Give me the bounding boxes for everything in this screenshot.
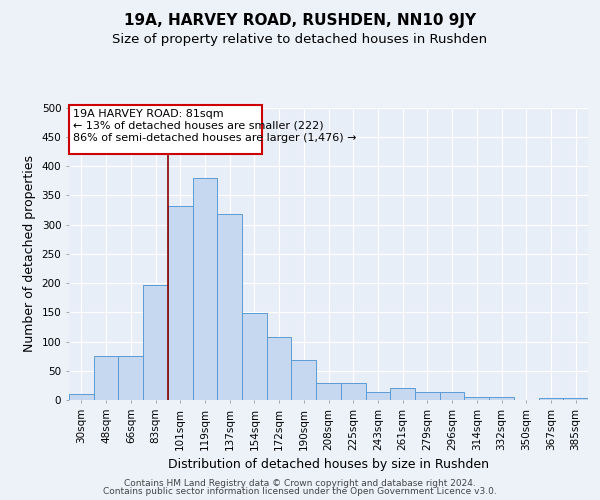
Bar	[539, 398, 563, 400]
Bar	[242, 313, 267, 400]
Bar	[365, 392, 390, 400]
Text: Contains HM Land Registry data © Crown copyright and database right 2024.: Contains HM Land Registry data © Crown c…	[124, 478, 476, 488]
Bar	[316, 383, 341, 400]
Bar	[118, 356, 143, 400]
Bar	[489, 397, 514, 400]
X-axis label: Distribution of detached houses by size in Rushden: Distribution of detached houses by size …	[168, 458, 489, 471]
Bar	[168, 206, 193, 400]
Bar	[94, 356, 118, 400]
Bar	[464, 397, 489, 400]
Bar	[440, 392, 464, 400]
Bar	[69, 394, 94, 400]
Text: 86% of semi-detached houses are larger (1,476) →: 86% of semi-detached houses are larger (…	[73, 132, 356, 142]
Bar	[341, 383, 365, 400]
Text: 19A HARVEY ROAD: 81sqm: 19A HARVEY ROAD: 81sqm	[73, 110, 223, 120]
Y-axis label: Number of detached properties: Number of detached properties	[23, 155, 36, 352]
Text: Size of property relative to detached houses in Rushden: Size of property relative to detached ho…	[112, 32, 488, 46]
Bar	[415, 392, 440, 400]
Bar	[267, 337, 292, 400]
Text: 19A, HARVEY ROAD, RUSHDEN, NN10 9JY: 19A, HARVEY ROAD, RUSHDEN, NN10 9JY	[124, 12, 476, 28]
Bar	[143, 285, 168, 400]
FancyBboxPatch shape	[69, 104, 262, 154]
Text: Contains public sector information licensed under the Open Government Licence v3: Contains public sector information licen…	[103, 487, 497, 496]
Bar	[193, 178, 217, 400]
Bar	[292, 360, 316, 400]
Bar	[390, 388, 415, 400]
Bar	[563, 398, 588, 400]
Bar	[217, 214, 242, 400]
Text: ← 13% of detached houses are smaller (222): ← 13% of detached houses are smaller (22…	[73, 121, 323, 131]
